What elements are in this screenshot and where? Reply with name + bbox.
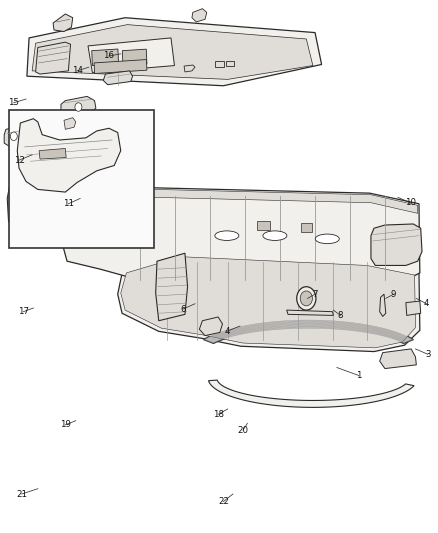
Polygon shape [371, 224, 422, 265]
Polygon shape [61, 188, 420, 287]
Polygon shape [118, 252, 420, 352]
Text: 12: 12 [14, 156, 25, 165]
Bar [258, 221, 270, 230]
Text: 6: 6 [180, 304, 186, 313]
Bar [215, 61, 224, 67]
Polygon shape [192, 9, 207, 22]
Polygon shape [287, 310, 333, 316]
Polygon shape [110, 216, 123, 228]
Bar [301, 223, 312, 232]
Ellipse shape [215, 231, 239, 240]
Polygon shape [155, 253, 187, 321]
Ellipse shape [263, 231, 287, 240]
Text: 10: 10 [405, 198, 416, 207]
Text: 8: 8 [338, 311, 343, 320]
Text: 20: 20 [237, 426, 248, 435]
Circle shape [297, 287, 316, 310]
Polygon shape [406, 301, 421, 316]
Circle shape [300, 291, 312, 306]
Circle shape [11, 132, 17, 141]
Text: 16: 16 [103, 52, 114, 60]
Polygon shape [380, 349, 417, 368]
Text: 9: 9 [391, 289, 396, 298]
Text: 4: 4 [424, 299, 429, 308]
Polygon shape [184, 65, 195, 72]
Polygon shape [39, 149, 66, 159]
Polygon shape [25, 182, 46, 197]
Polygon shape [53, 14, 73, 31]
Polygon shape [208, 380, 414, 407]
Bar [122, 49, 147, 66]
Polygon shape [204, 320, 413, 343]
Bar [94, 60, 147, 74]
Text: 22: 22 [218, 497, 229, 506]
Ellipse shape [315, 234, 339, 244]
Polygon shape [17, 119, 121, 192]
FancyBboxPatch shape [10, 110, 153, 248]
Bar [226, 61, 234, 66]
Polygon shape [32, 25, 313, 79]
Circle shape [75, 103, 82, 111]
Polygon shape [66, 189, 418, 219]
Polygon shape [61, 96, 96, 117]
Polygon shape [35, 42, 71, 74]
Text: 21: 21 [16, 489, 27, 498]
Text: 17: 17 [18, 307, 29, 316]
Text: 1: 1 [356, 371, 361, 380]
Text: 11: 11 [63, 199, 74, 208]
Text: 15: 15 [8, 98, 19, 107]
Polygon shape [380, 294, 386, 317]
Text: 7: 7 [312, 289, 318, 298]
Polygon shape [103, 71, 133, 85]
Text: 3: 3 [425, 350, 431, 359]
Bar [92, 49, 119, 66]
Polygon shape [7, 168, 70, 229]
Polygon shape [4, 126, 29, 147]
Text: 18: 18 [212, 410, 224, 419]
Polygon shape [27, 18, 321, 86]
Polygon shape [65, 209, 106, 232]
Text: 4: 4 [224, 327, 230, 336]
Polygon shape [121, 257, 416, 348]
Text: 14: 14 [71, 67, 83, 75]
Polygon shape [199, 317, 223, 336]
Polygon shape [88, 38, 174, 72]
Text: 19: 19 [60, 421, 71, 430]
Polygon shape [64, 118, 76, 130]
